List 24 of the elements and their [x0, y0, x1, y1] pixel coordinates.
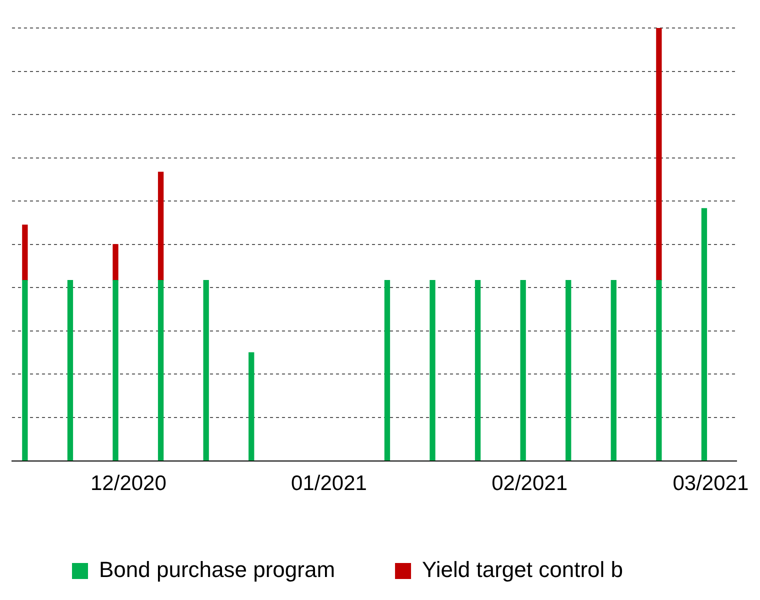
x-tick-label: 02/2021 — [492, 472, 568, 496]
bar — [203, 280, 209, 461]
bar — [248, 352, 254, 461]
bar — [112, 244, 118, 281]
legend-label: Bond purchase program — [99, 557, 336, 582]
x-tick-label: 03/2021 — [672, 472, 749, 496]
bar — [474, 280, 481, 461]
bar — [566, 280, 572, 461]
bar — [22, 224, 28, 281]
bar — [656, 280, 662, 461]
x-tick-label: 01/2021 — [291, 472, 367, 496]
bar — [520, 280, 526, 461]
bar — [430, 280, 436, 461]
bar — [158, 172, 164, 281]
bar — [67, 280, 74, 461]
bar — [158, 280, 164, 461]
bar — [112, 280, 118, 461]
bar — [610, 280, 616, 461]
bar — [22, 280, 28, 461]
x-tick-label: 12/2020 — [90, 472, 166, 496]
bar — [656, 28, 662, 281]
bar — [384, 280, 390, 461]
bar — [701, 208, 708, 461]
legend-label: Yield target control b — [422, 557, 623, 582]
